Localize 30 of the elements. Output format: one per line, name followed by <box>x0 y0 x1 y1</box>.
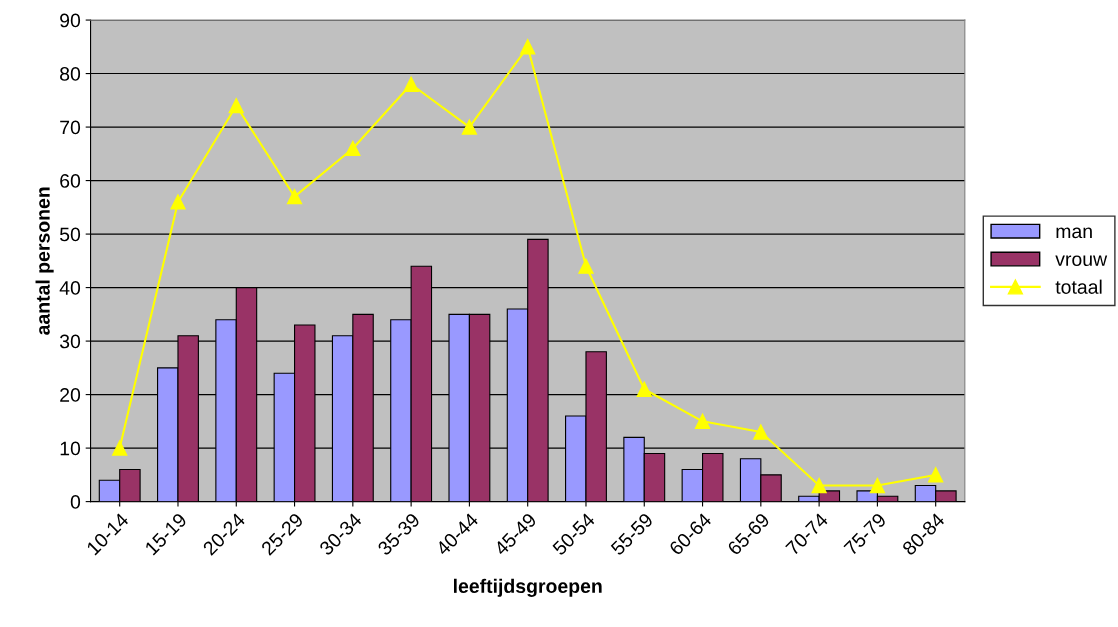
y-tick-label: 60 <box>60 174 81 188</box>
y-tick-label: 50 <box>59 227 81 242</box>
y-tick-label: 40 <box>59 281 81 295</box>
y-tick-label: 80 <box>60 67 81 81</box>
point <box>578 258 594 274</box>
point <box>869 477 886 494</box>
x-axis-title: leeftijdsgroepen <box>453 578 602 597</box>
point <box>811 477 827 494</box>
point <box>694 413 711 429</box>
y-tick-label: 10 <box>60 441 81 456</box>
point <box>928 467 944 483</box>
y-tick-label: 30 <box>59 334 81 349</box>
point <box>228 98 244 114</box>
point <box>636 381 652 397</box>
point <box>753 424 769 440</box>
legend-label: totaal <box>1055 279 1102 294</box>
legend-label: man <box>1056 227 1092 239</box>
point <box>520 39 536 55</box>
y-tick-label: 0 <box>70 495 81 509</box>
point <box>170 194 186 210</box>
point <box>461 119 478 135</box>
point <box>345 140 361 157</box>
point <box>403 76 419 92</box>
y-tick-label: 90 <box>60 13 81 28</box>
point <box>286 188 303 205</box>
y-tick-label: 70 <box>60 120 81 135</box>
legend-label: vrouw <box>1055 255 1108 267</box>
y-tick-label: 20 <box>60 388 81 402</box>
y-axis-title: aantal personen <box>35 187 54 335</box>
point <box>112 440 128 456</box>
